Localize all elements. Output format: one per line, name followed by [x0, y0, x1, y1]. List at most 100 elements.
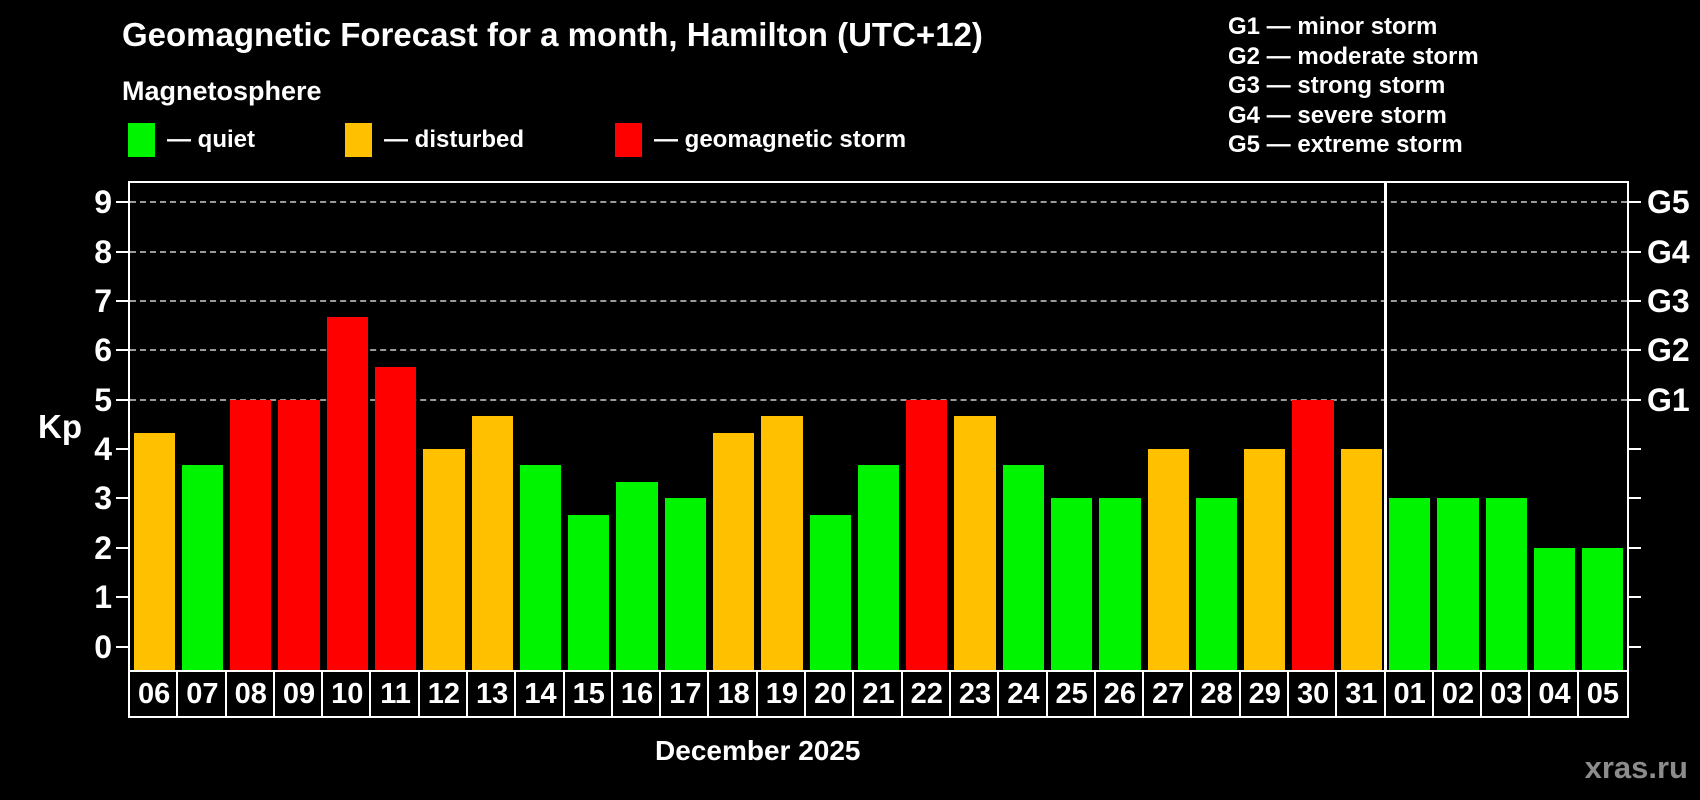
storm-color-swatch	[615, 123, 642, 157]
y-axis-tick-right-3	[1627, 497, 1641, 500]
date-cell-03: 03	[1480, 670, 1533, 718]
x-axis-month-label: December 2025	[655, 735, 861, 766]
bar-day-21	[857, 465, 900, 670]
bar-day-09	[278, 399, 320, 670]
y-axis-tick-right-6	[1627, 349, 1641, 352]
y-axis-tick-left-0	[116, 645, 130, 648]
date-cell-28: 28	[1190, 670, 1243, 718]
g-legend-line-g5: G5 — extreme storm	[1228, 131, 1463, 158]
y-axis-title: Kp	[38, 408, 82, 445]
date-cell-14: 14	[514, 670, 567, 718]
disturbed-color-swatch	[345, 123, 372, 157]
bar-day-18	[712, 432, 755, 670]
bar-day-20	[809, 514, 851, 670]
y-axis-tick-left-5	[116, 398, 130, 401]
legend-label-quiet: — quiet	[167, 126, 255, 153]
date-cell-10: 10	[321, 670, 374, 718]
bar-day-01	[1389, 498, 1431, 670]
g-legend-line-g3: G3 — strong storm	[1228, 72, 1446, 99]
date-cell-11: 11	[369, 670, 422, 718]
date-cell-29: 29	[1238, 670, 1291, 718]
gridline-kp5	[130, 398, 1627, 401]
bar-day-26	[1099, 498, 1141, 670]
y-axis-tick-right-0	[1627, 645, 1641, 648]
bar-day-17	[664, 498, 706, 670]
gridline-kp9	[130, 201, 1627, 204]
y-axis-tick-left-7	[116, 300, 130, 303]
g-legend-line-g2: G2 — moderate storm	[1228, 42, 1479, 70]
y-axis-tick-left-3	[116, 497, 130, 500]
gridline-kp7	[130, 300, 1627, 303]
bar-day-31	[1340, 449, 1383, 670]
date-cell-31: 31	[1335, 670, 1388, 718]
legend-label-storm: — geomagnetic storm	[654, 126, 907, 153]
date-cell-22: 22	[900, 670, 953, 718]
y-axis-label-5: 5	[94, 381, 112, 418]
bar-day-27	[1147, 449, 1189, 670]
date-cell-13: 13	[466, 670, 519, 718]
y-axis-tick-right-4	[1627, 448, 1641, 451]
g-axis-label-g3: G3	[1647, 283, 1690, 320]
g-axis-label-g1: G1	[1647, 381, 1690, 418]
date-cell-20: 20	[804, 670, 857, 718]
date-cell-04: 04	[1528, 670, 1581, 718]
g-legend-line-g1: G1 — minor storm	[1228, 13, 1438, 40]
y-axis-tick-left-6	[116, 349, 130, 352]
y-axis-label-7: 7	[94, 283, 112, 320]
y-axis-label-2: 2	[94, 529, 112, 566]
bar-day-24	[1002, 465, 1044, 670]
legend-label-disturbed: — disturbed	[384, 126, 525, 153]
bar-day-28	[1195, 498, 1238, 670]
date-cell-23: 23	[948, 670, 1002, 718]
y-axis-tick-right-5	[1627, 398, 1641, 401]
g-axis-label-g2: G2	[1647, 332, 1690, 369]
bar-day-08	[230, 399, 272, 670]
bar-day-30	[1292, 399, 1334, 670]
bar-day-02	[1437, 498, 1479, 670]
date-cell-25: 25	[1045, 670, 1098, 718]
bar-day-05	[1582, 547, 1624, 670]
y-axis-tick-left-4	[116, 448, 130, 451]
y-axis-label-9: 9	[94, 184, 112, 221]
quiet-color-swatch	[128, 123, 155, 157]
date-cell-24: 24	[997, 670, 1050, 718]
g-legend-line-g4: G4 — severe storm	[1228, 101, 1447, 129]
bar-day-25	[1051, 498, 1093, 670]
bar-day-15	[568, 514, 610, 670]
date-cell-07: 07	[176, 670, 229, 718]
date-cell-18: 18	[707, 670, 760, 718]
legend-item-quiet: — quiet	[128, 122, 255, 158]
y-axis-tick-left-1	[116, 596, 130, 599]
y-axis-tick-right-7	[1627, 300, 1641, 303]
watermark: xras.ru	[1584, 750, 1688, 785]
bar-day-04	[1533, 547, 1576, 670]
bar-day-07	[181, 465, 224, 670]
bar-day-13	[471, 416, 513, 670]
date-cell-12: 12	[417, 670, 471, 718]
bar-day-10	[326, 317, 368, 670]
bar-day-23	[954, 416, 996, 670]
date-cell-02: 02	[1431, 670, 1485, 718]
bar-day-29	[1244, 449, 1286, 670]
month-divider-line	[1384, 183, 1388, 670]
date-cell-05: 05	[1576, 670, 1629, 718]
date-cell-26: 26	[1093, 670, 1147, 718]
bar-day-14	[519, 465, 562, 670]
y-axis-label-3: 3	[94, 480, 112, 517]
date-cell-19: 19	[755, 670, 809, 718]
gridline-kp6	[130, 349, 1627, 352]
date-cell-21: 21	[852, 670, 905, 718]
y-axis-label-0: 0	[94, 628, 112, 665]
date-cell-16: 16	[610, 670, 664, 718]
y-axis-tick-right-9	[1627, 201, 1641, 204]
y-axis-tick-left-9	[116, 201, 130, 204]
bar-day-16	[616, 482, 658, 670]
y-axis-label-1: 1	[94, 579, 112, 616]
bar-day-12	[423, 449, 465, 670]
y-axis-label-6: 6	[94, 332, 112, 369]
plot-frame	[128, 181, 1629, 672]
bar-day-06	[133, 432, 175, 670]
y-axis-tick-right-1	[1627, 596, 1641, 599]
